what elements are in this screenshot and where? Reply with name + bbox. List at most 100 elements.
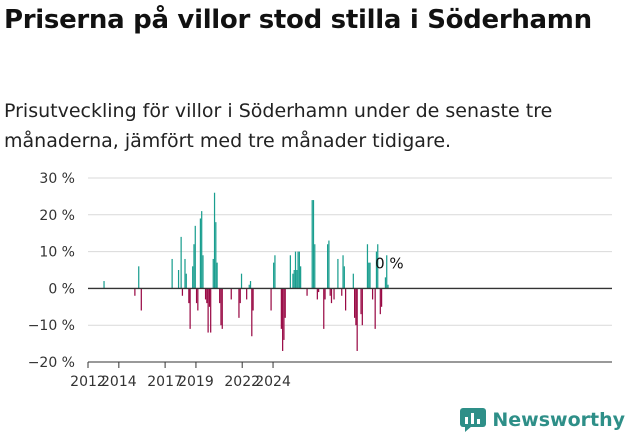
bar — [239, 288, 241, 304]
bar — [283, 288, 285, 340]
x-tick-label: 2017 — [147, 374, 183, 386]
bar — [138, 266, 140, 289]
bar — [204, 288, 207, 300]
y-tick-label: 20 % — [39, 208, 75, 224]
bar — [312, 200, 315, 289]
bar — [311, 200, 313, 289]
x-tick-label: 2024 — [255, 374, 291, 386]
bar — [329, 288, 331, 296]
bar — [298, 251, 300, 289]
x-tick-label: 2012 — [70, 374, 106, 386]
bar — [333, 288, 335, 300]
chart-subtitle: Prisutveckling för villor i Söderhamn un… — [4, 100, 553, 152]
bar — [387, 284, 389, 289]
bar — [300, 266, 302, 289]
bar — [249, 281, 252, 289]
bar — [188, 288, 190, 304]
chart-title: Priserna på villor stod stilla i Söderha… — [4, 5, 592, 35]
bar — [193, 244, 195, 289]
bar — [341, 288, 343, 296]
bar — [202, 255, 204, 289]
bar — [343, 266, 345, 289]
bar — [103, 281, 105, 289]
bar — [221, 288, 223, 329]
x-tick-label: 2019 — [178, 374, 214, 386]
bar — [296, 270, 298, 289]
bar — [195, 288, 198, 304]
bar — [210, 288, 212, 333]
bar — [206, 288, 208, 304]
bar — [199, 218, 202, 289]
brand-name: Newsworthy — [492, 409, 625, 431]
bar — [246, 288, 248, 300]
bar — [386, 255, 388, 289]
y-tick-label: 10 % — [39, 245, 75, 261]
bar — [294, 251, 297, 289]
bar — [324, 288, 326, 300]
bar — [293, 270, 295, 289]
bar — [197, 288, 199, 311]
bar — [184, 258, 186, 289]
bar — [220, 288, 222, 326]
bar — [297, 251, 299, 289]
bar — [342, 255, 344, 289]
bar — [189, 288, 191, 329]
bar — [171, 258, 173, 289]
bar — [316, 288, 318, 300]
bar — [330, 288, 333, 304]
bar — [328, 240, 330, 289]
bar — [379, 288, 381, 315]
bar — [361, 288, 363, 326]
bar — [213, 192, 216, 289]
bar — [207, 288, 209, 333]
bar — [356, 288, 358, 351]
bar — [140, 288, 142, 311]
bar — [377, 244, 379, 289]
bar — [368, 262, 370, 289]
bar — [375, 251, 378, 289]
y-tick-label: 30 % — [39, 171, 75, 187]
bar — [238, 288, 240, 318]
bar — [192, 266, 194, 289]
bar — [270, 288, 272, 311]
bar — [208, 288, 211, 307]
bar — [280, 288, 282, 329]
bar — [177, 270, 180, 289]
bar — [180, 236, 182, 289]
bar — [248, 284, 250, 289]
bar — [215, 222, 217, 289]
y-tick-label: 0 % — [48, 281, 75, 297]
latest-value-label: 0 % — [375, 255, 404, 273]
bar — [366, 244, 369, 289]
bar — [251, 288, 253, 337]
bar — [374, 288, 376, 329]
bar — [354, 288, 356, 318]
bar — [306, 288, 308, 296]
bar — [212, 258, 214, 289]
bar — [337, 258, 339, 289]
bar — [252, 288, 254, 311]
bar — [369, 262, 371, 289]
bar — [292, 273, 294, 289]
y-tick-label: −10 % — [28, 318, 75, 334]
bar — [216, 262, 218, 289]
x-tick-label: 2022 — [224, 374, 260, 386]
newsworthy-icon — [460, 408, 487, 432]
bar — [185, 273, 187, 289]
bar — [318, 288, 320, 293]
bar — [230, 288, 232, 300]
x-tick-label: 2014 — [101, 374, 137, 386]
bar — [360, 288, 362, 315]
bar — [219, 288, 221, 304]
bar — [384, 277, 387, 289]
bar — [284, 288, 286, 318]
bar — [327, 244, 329, 289]
bar — [352, 273, 354, 289]
bar — [282, 288, 284, 351]
bar — [323, 288, 325, 329]
bar — [134, 288, 136, 296]
bar — [380, 288, 383, 307]
bar — [289, 255, 291, 289]
newsworthy-logo: Newsworthy — [459, 407, 625, 433]
